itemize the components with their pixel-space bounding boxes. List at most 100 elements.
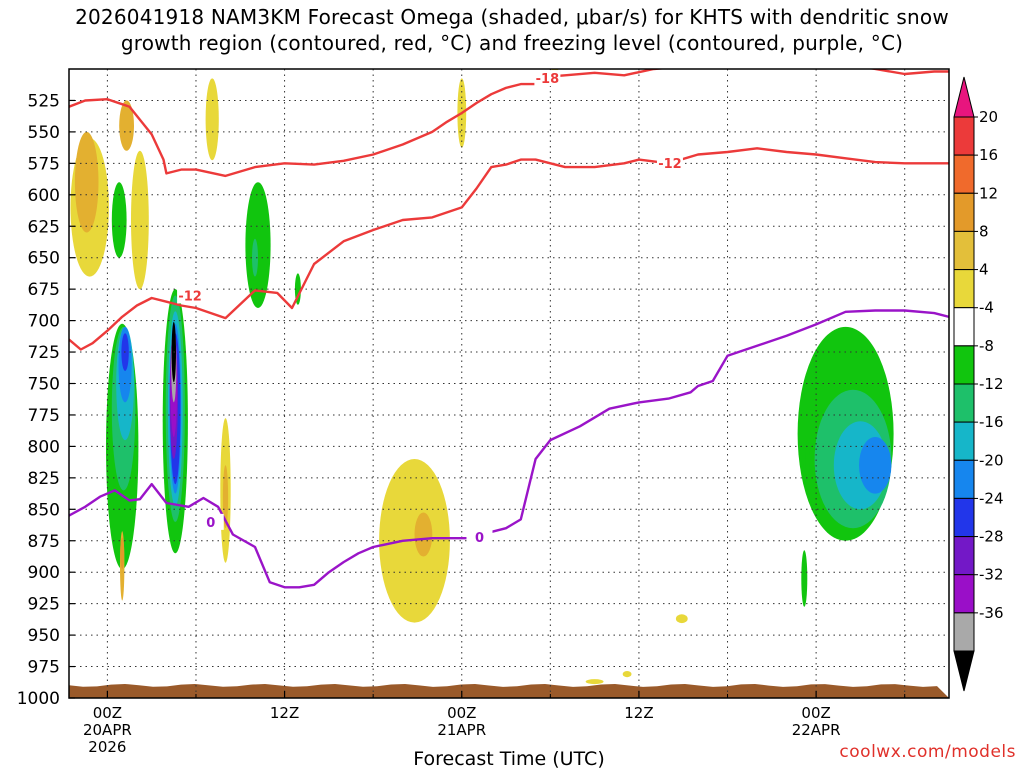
colorbar-max-arrow: [953, 76, 975, 118]
ground-layer: [69, 684, 949, 698]
colorbar-box: [953, 192, 975, 232]
x-axis-label: Forecast Time (UTC): [413, 748, 604, 768]
site-link[interactable]: coolwx.com/models: [839, 742, 1016, 762]
colorbar-label: -12: [979, 375, 1004, 393]
colorbar-label: -24: [979, 489, 1004, 507]
y-tick-label: 550: [28, 123, 60, 143]
omega-region-sink-low-1z-b: [120, 537, 125, 569]
y-tick-label: 700: [28, 312, 60, 332]
colorbar-min-arrow: [953, 650, 975, 692]
x-tick-label: 00Z: [801, 704, 830, 722]
contour-label-bg: [197, 513, 224, 530]
grid-lines: [69, 69, 949, 698]
colorbar-box: [953, 574, 975, 614]
colorbar-label: -8: [979, 337, 994, 355]
y-tick-label: 975: [28, 658, 60, 678]
contour-line-freezing: [69, 309, 949, 589]
x-tick-label: 00Z: [93, 704, 122, 722]
contour-label: -18: [536, 72, 560, 87]
y-tick-label: 825: [28, 469, 60, 489]
x-tick-label: 12Z: [624, 704, 653, 722]
colorbar-label: -32: [979, 566, 1004, 584]
chart-title-line1: 2026041918 NAM3KM Forecast Omega (shaded…: [75, 5, 949, 29]
y-tick-label: 750: [28, 375, 60, 395]
y-tick-label: 900: [28, 563, 60, 583]
contour-line-dgz-18: [69, 69, 949, 178]
omega-region-sink-mid-8z-b: [222, 465, 229, 529]
contour-label: 0: [206, 516, 215, 531]
x-tick-label: 12Z: [270, 704, 299, 722]
colorbar-box: [953, 497, 975, 537]
colorbar-box: [953, 116, 975, 156]
colorbar: 20 16 12 8 4 -4 -8 -12 -16 -20 -24 -28 -32 -36: [953, 76, 1004, 692]
y-axis: 525 550 575 600 625 650 675 700 725 750 775 800 825 8…: [17, 91, 75, 709]
y-tick-label: 525: [28, 91, 60, 111]
omega-region-sink-low-35z: [622, 671, 632, 678]
colorbar-label: -36: [979, 604, 1004, 622]
y-tick-label: 650: [28, 249, 60, 269]
x-tick-label: 00Z: [447, 704, 476, 722]
colorbar-label: 16: [979, 146, 998, 164]
y-tick-label: 775: [28, 406, 60, 426]
contour-label-bg: [534, 70, 561, 87]
omega-region-rise-col-10z-b: [252, 238, 258, 277]
ground-band: [69, 684, 949, 698]
y-tick-label: 625: [28, 217, 60, 237]
colorbar-label: 12: [979, 184, 998, 202]
omega-region-rise-col-10z-a: [245, 182, 271, 308]
contour-label: 0: [475, 531, 484, 546]
contour-label-bg: [466, 528, 493, 545]
contour-label-bg: [656, 154, 683, 171]
y-tick-label: 725: [28, 343, 60, 363]
colorbar-box: [953, 421, 975, 461]
colorbar-box: [953, 536, 975, 576]
colorbar-box: [953, 230, 975, 270]
colorbar-box: [953, 345, 975, 385]
colorbar-box: [953, 383, 975, 423]
omega-region-rise-col-0z-f: [111, 182, 127, 258]
x-tick-label: 2026: [88, 738, 126, 756]
omega-region-rise-col-22apr-d: [859, 437, 892, 494]
chart-title-line2: growth region (contoured, red, °C) and f…: [120, 31, 904, 55]
colorbar-label: -20: [979, 451, 1004, 469]
y-tick-label: 600: [28, 186, 60, 206]
contour-label: -12: [658, 157, 682, 172]
y-tick-label: 950: [28, 626, 60, 646]
y-tick-label: 925: [28, 595, 60, 615]
omega-region-rise-col-22apr-e: [805, 440, 810, 478]
colorbar-box: [953, 612, 975, 652]
contour-label-bg: [177, 287, 204, 304]
omega-region-sink-upper-left-b: [74, 131, 99, 233]
y-tick-label: 1000: [17, 689, 60, 709]
colorbar-label: -4: [979, 299, 994, 317]
omega-region-sink-upper-left-c: [119, 100, 134, 151]
omega-region-sink-low-33z: [585, 679, 604, 685]
colorbar-box: [953, 269, 975, 309]
omega-region-sink-mid-21apr-b: [414, 512, 433, 557]
omega-region-sink-low-38z: [675, 614, 688, 624]
omega-region-rise-col-22apr-f: [801, 550, 808, 607]
omega-region-sink-upper-left-d: [131, 150, 149, 290]
colorbar-box: [953, 307, 975, 347]
colorbar-label: -28: [979, 528, 1004, 546]
y-tick-label: 675: [28, 280, 60, 300]
contour-label: -12: [178, 289, 202, 304]
y-tick-label: 850: [28, 500, 60, 520]
contour-lines: -18 -12 -12 0 0: [69, 69, 949, 589]
x-tick-label: 20APR: [83, 721, 132, 739]
x-tick-label: 21APR: [437, 721, 486, 739]
chart-title: 2026041918 NAM3KM Forecast Omega (shaded…: [0, 4, 1024, 56]
colorbar-box: [953, 459, 975, 499]
x-tick-label: 22APR: [792, 721, 841, 739]
colorbar-label: 20: [979, 108, 998, 126]
colorbar-label: 4: [979, 261, 989, 279]
omega-region-sink-upper-7z: [205, 78, 219, 161]
colorbar-label: 8: [979, 222, 989, 240]
y-tick-label: 575: [28, 154, 60, 174]
y-tick-label: 800: [28, 437, 60, 457]
colorbar-label: -16: [979, 413, 1004, 431]
y-tick-label: 875: [28, 532, 60, 552]
colorbar-box: [953, 154, 975, 194]
